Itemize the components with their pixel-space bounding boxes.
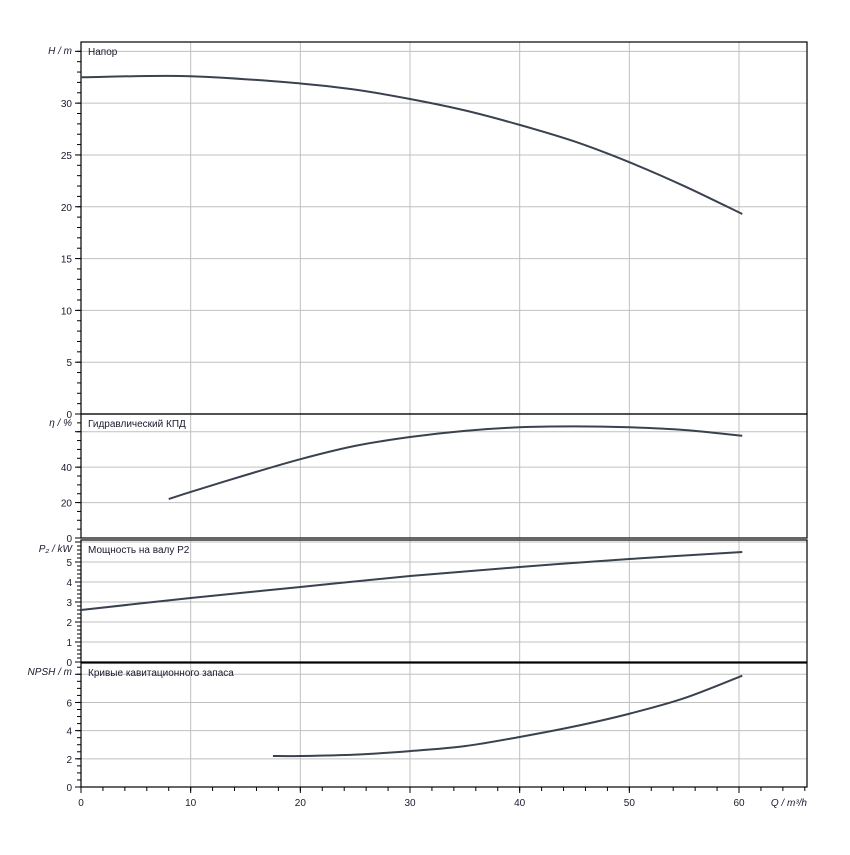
- curve-series-1: [168, 425, 743, 500]
- y-axis-label: η / %: [49, 418, 72, 429]
- panel-title: Напор: [88, 47, 118, 58]
- y-tick-label: 0: [66, 658, 72, 669]
- panel-title: Мощность на валу P2: [88, 545, 190, 556]
- y-tick-label: 4: [66, 727, 72, 738]
- x-tick-label: 60: [733, 798, 745, 809]
- y-axis-label: P₂ / kW: [39, 544, 74, 555]
- panel-frame: [80, 662, 808, 788]
- y-tick-label: 2: [66, 755, 72, 766]
- y-axis-label: NPSH / m: [28, 667, 72, 678]
- y-tick-label: 5: [66, 358, 72, 369]
- y-tick-label: 10: [61, 306, 73, 317]
- y-tick-label: 40: [61, 463, 73, 474]
- y-tick-label: 5: [66, 558, 72, 569]
- x-tick-label: 30: [404, 798, 416, 809]
- x-tick-label: 50: [624, 798, 636, 809]
- y-tick-label: 6: [66, 698, 72, 709]
- y-tick-label: 20: [61, 499, 73, 510]
- panel-frame: [80, 539, 808, 663]
- panel-title: Гидравлический КПД: [88, 419, 186, 430]
- x-tick-label: 40: [514, 798, 526, 809]
- y-tick-label: 25: [61, 151, 73, 162]
- y-tick-label: 0: [66, 534, 72, 545]
- y-tick-label: 30: [61, 99, 73, 110]
- y-tick-label: 1: [66, 638, 72, 649]
- y-tick-label: 0: [66, 783, 72, 794]
- y-tick-label: 0: [66, 410, 72, 421]
- y-tick-label: 2: [66, 618, 72, 629]
- x-tick-label: 10: [185, 798, 197, 809]
- x-tick-label: 20: [295, 798, 307, 809]
- y-tick-label: 20: [61, 203, 73, 214]
- x-tick-label: 0: [78, 798, 84, 809]
- panel-frame: [80, 41, 808, 415]
- x-axis-label: Q / m³/h: [771, 798, 808, 809]
- curve-series-0: [80, 74, 743, 215]
- y-tick-label: 4: [66, 578, 72, 589]
- y-tick-label: 15: [61, 255, 73, 266]
- y-tick-label: 3: [66, 598, 72, 609]
- curve-series-3: [272, 674, 743, 758]
- y-axis-label: H / m: [48, 46, 72, 57]
- panel-frame: [80, 413, 808, 539]
- panel-title: Кривые кавитационного запаса: [88, 668, 234, 679]
- curve-series-2: [80, 551, 743, 611]
